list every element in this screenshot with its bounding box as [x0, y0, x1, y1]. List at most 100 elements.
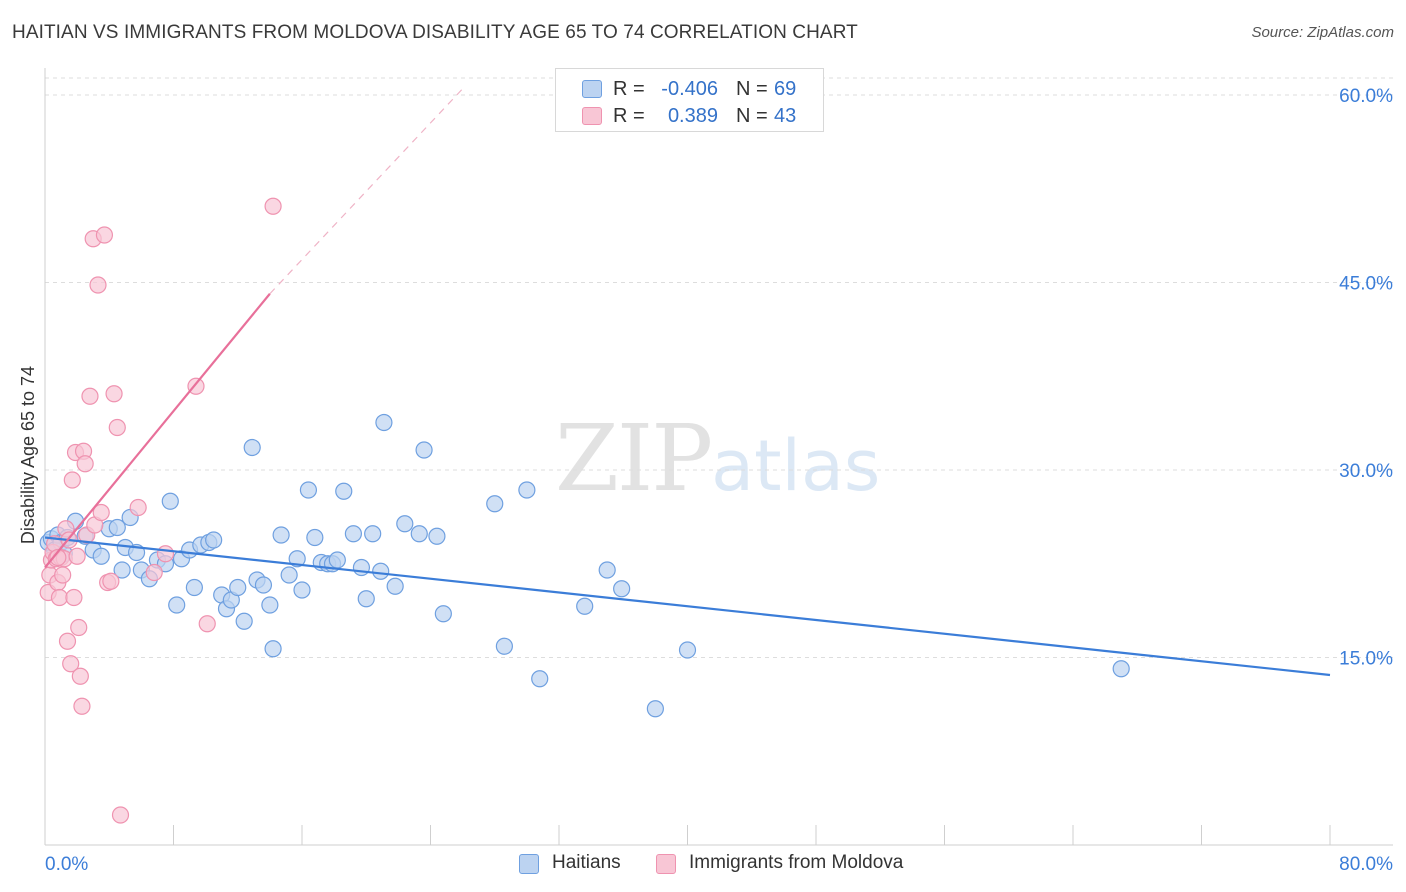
watermark-zip: ZIP — [555, 405, 713, 512]
source-label: Source: ZipAtlas.com — [1251, 24, 1394, 41]
haitian-point — [264, 640, 282, 658]
haitian-point — [434, 605, 452, 623]
legend-swatch-blue — [582, 80, 602, 98]
x-tick-label: 0.0% — [45, 854, 88, 875]
y-tick-label: 15.0% — [1339, 649, 1393, 670]
legend-row-haitians: R = -0.406 N = 69 — [556, 77, 823, 103]
haitian-point — [113, 561, 131, 579]
haitian-point — [531, 670, 549, 688]
legend-r-value: 0.389 — [667, 105, 718, 127]
legend-row-moldova: R = 0.389 N = 43 — [556, 104, 823, 130]
haitian-point — [161, 492, 179, 510]
moldova-point — [105, 385, 123, 403]
haitian-point — [372, 562, 390, 580]
legend-swatch-pink — [656, 854, 676, 874]
haitian-point — [518, 481, 536, 499]
moldova-point — [264, 197, 282, 215]
haitian-point — [328, 551, 346, 569]
haitian-point — [396, 515, 414, 533]
moldova-point — [54, 566, 72, 584]
moldova-trend-extension — [269, 88, 464, 295]
moldova-trend-line — [44, 293, 271, 569]
haitian-point — [306, 528, 324, 547]
haitian-point — [205, 531, 223, 549]
haitian-point — [293, 581, 311, 599]
legend-r-label: R = — [613, 78, 645, 100]
haitian-point — [229, 578, 247, 597]
haitian-point — [344, 525, 362, 543]
x-tick-label: 80.0% — [1339, 854, 1393, 875]
haitian-point — [168, 596, 186, 614]
moldova-point — [108, 418, 126, 437]
haitian-point — [288, 550, 306, 568]
haitian-point — [272, 526, 290, 544]
legend-n-value: 43 — [774, 105, 797, 127]
moldova-point — [156, 545, 175, 563]
moldova-point — [111, 806, 130, 824]
haitian-point — [428, 527, 446, 545]
chart-title: HAITIAN VS IMMIGRANTS FROM MOLDOVA DISAB… — [12, 22, 858, 43]
moldova-point — [102, 572, 120, 590]
haitian-point — [243, 438, 261, 457]
moldova-point — [71, 667, 89, 685]
y-axis-label: Disability Age 65 to 74 — [18, 366, 38, 544]
legend-n-label: N = — [736, 78, 768, 100]
moldova-point — [92, 503, 110, 522]
haitian-point — [108, 518, 126, 537]
moldova-point — [58, 632, 77, 650]
legend-swatch-blue — [519, 854, 539, 874]
moldova-point — [63, 471, 81, 489]
moldova-point — [65, 588, 83, 607]
haitian-point — [335, 482, 353, 500]
moldova-point — [81, 387, 99, 405]
moldova-point — [68, 547, 86, 565]
y-tick-label: 30.0% — [1339, 461, 1393, 482]
moldova-point — [76, 455, 94, 473]
moldova-point — [73, 697, 91, 715]
haitian-point — [299, 481, 318, 499]
haitian-point — [613, 580, 631, 598]
watermark-atlas: atlas — [711, 425, 881, 507]
moldova-point — [129, 498, 147, 517]
haitian-point — [386, 577, 404, 595]
legend-swatch-pink — [582, 107, 602, 125]
moldova-point — [198, 615, 216, 633]
haitian-point — [92, 547, 110, 565]
haitian-point — [495, 637, 513, 655]
correlation-legend: R = -0.406 N = 69 R = 0.389 N = 43 — [555, 68, 824, 132]
legend-n-value: 69 — [774, 78, 797, 100]
y-tick-label: 60.0% — [1339, 86, 1393, 107]
haitian-point — [375, 413, 393, 432]
moldova-point — [145, 563, 163, 582]
haitian-point — [410, 525, 428, 543]
haitian-point — [352, 558, 371, 577]
haitian-point — [1112, 660, 1130, 678]
moldova-point — [62, 655, 80, 673]
legend-label: Immigrants from Moldova — [689, 852, 904, 873]
moldova-point — [70, 618, 88, 637]
legend-label: Haitians — [552, 852, 621, 873]
haitian-point — [364, 525, 382, 543]
haitian-point — [280, 566, 298, 584]
haitian-point — [254, 576, 273, 594]
series-legend: Haitians Immigrants from Moldova — [0, 852, 1406, 876]
moldova-point — [95, 226, 114, 244]
haitian-point — [646, 700, 664, 718]
moldova-point — [50, 588, 69, 607]
haitian-point — [185, 578, 203, 597]
haitian-trend-line — [44, 536, 1331, 677]
haitian-point — [576, 597, 594, 615]
legend-n-label: N = — [736, 105, 768, 127]
legend-r-value: -0.406 — [661, 78, 718, 100]
watermark: ZIPatlas — [555, 405, 880, 512]
haitian-point — [415, 441, 433, 459]
haitian-point — [235, 612, 253, 630]
haitian-point — [486, 495, 504, 513]
legend-r-label: R = — [613, 105, 645, 127]
moldova-point — [89, 276, 107, 294]
haitian-point — [598, 561, 616, 579]
moldova-point — [49, 548, 67, 567]
haitian-point — [678, 641, 697, 659]
y-tick-label: 45.0% — [1339, 274, 1393, 295]
